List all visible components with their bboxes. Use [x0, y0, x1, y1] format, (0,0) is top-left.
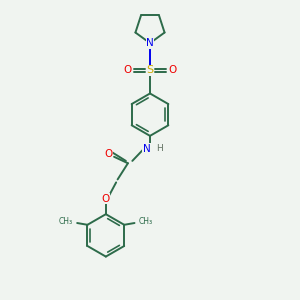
- Text: O: O: [124, 65, 132, 76]
- Text: O: O: [105, 149, 113, 159]
- Text: CH₃: CH₃: [139, 217, 153, 226]
- Text: O: O: [102, 194, 110, 204]
- Text: N: N: [146, 38, 154, 48]
- Text: H: H: [156, 144, 163, 153]
- Text: N: N: [142, 143, 150, 154]
- Text: S: S: [146, 65, 154, 76]
- Text: CH₃: CH₃: [58, 217, 73, 226]
- Text: O: O: [168, 65, 176, 76]
